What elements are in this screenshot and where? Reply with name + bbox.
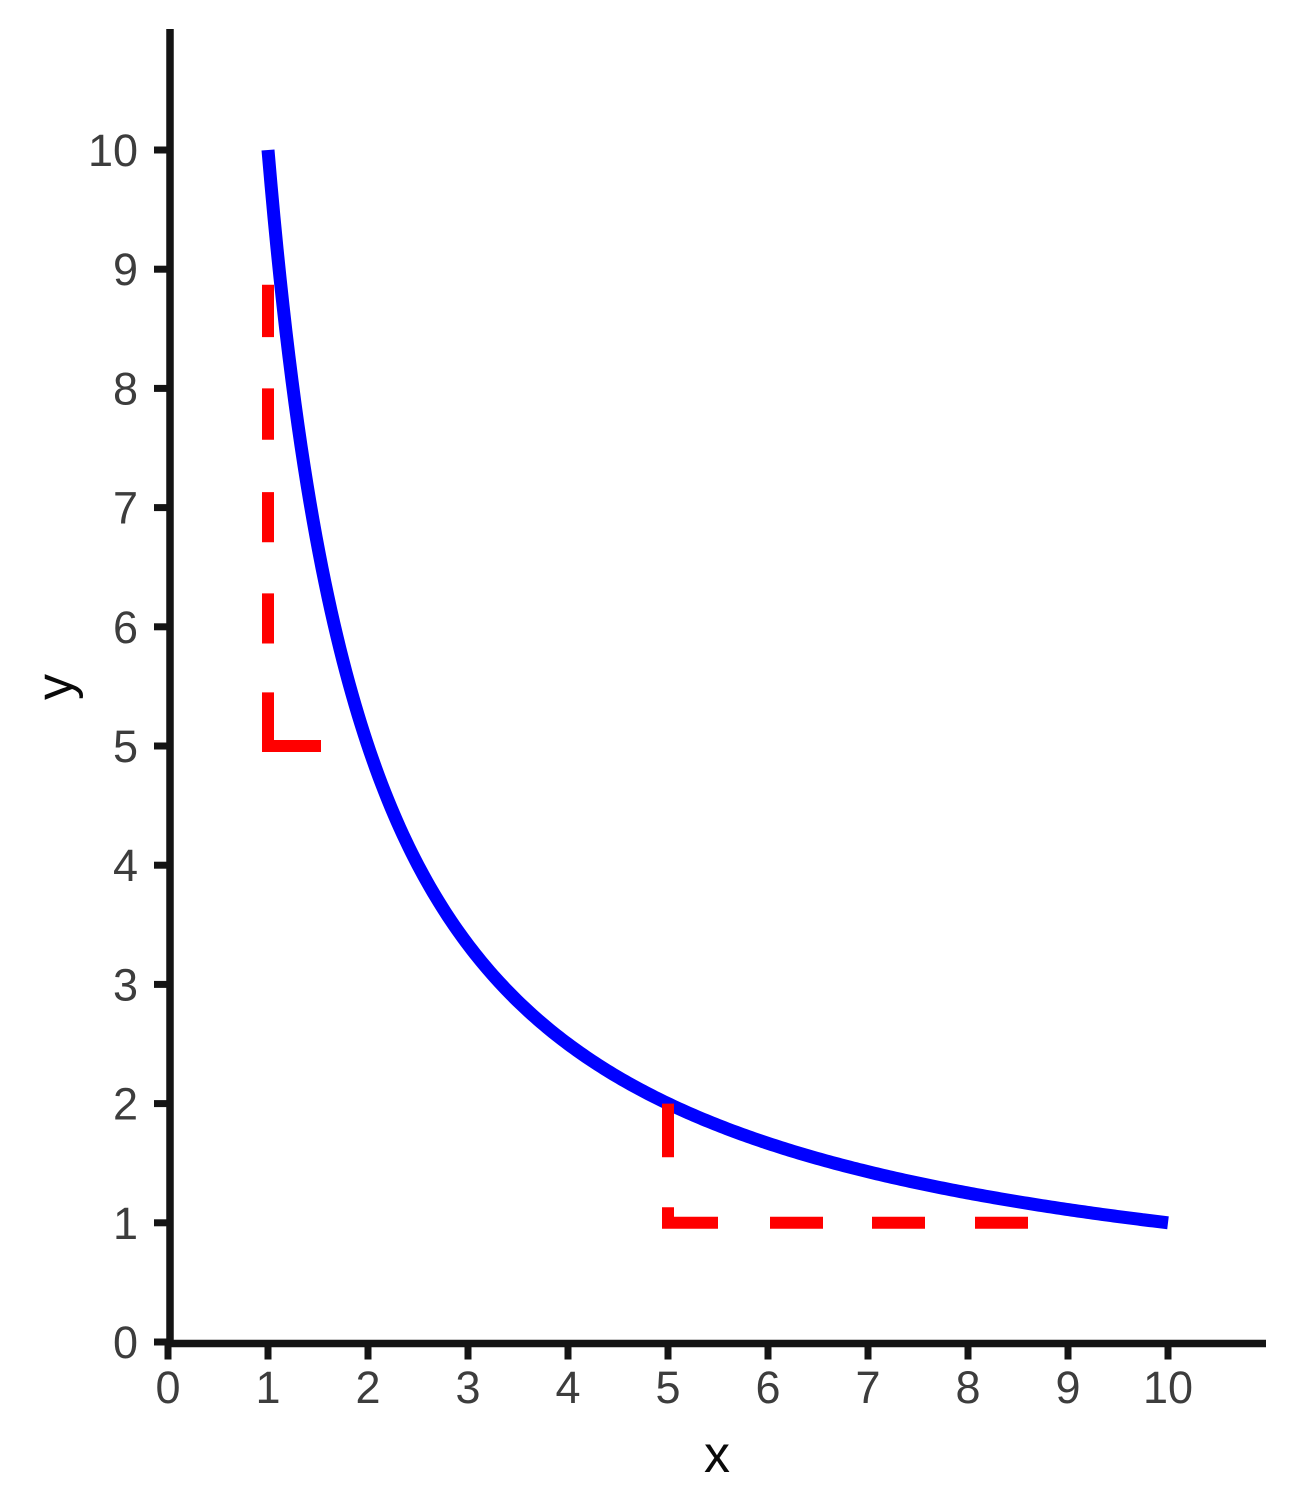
dashed-guide-x5-segment — [662, 1207, 718, 1229]
y-tick-label: 9 — [113, 244, 138, 295]
x-tick-label: 10 — [1143, 1362, 1193, 1413]
x-tick-label: 5 — [655, 1362, 680, 1413]
y-tick-label: 4 — [113, 840, 138, 891]
y-tick-label: 2 — [113, 1079, 138, 1130]
curve-line — [261, 149, 1172, 1230]
x-tick-label: 1 — [255, 1362, 280, 1413]
x-tick-label: 7 — [855, 1362, 880, 1413]
x-tick-label: 4 — [555, 1362, 580, 1413]
x-tick-label: 8 — [955, 1362, 980, 1413]
y-tick-label: 1 — [113, 1198, 138, 1249]
y-tick-label: 3 — [113, 959, 138, 1010]
x-tick-label: 3 — [455, 1362, 480, 1413]
x-tick-label: 6 — [755, 1362, 780, 1413]
y-tick-label: 10 — [88, 125, 138, 176]
y-tick-label: 7 — [113, 483, 138, 534]
y-tick-label: 8 — [113, 363, 138, 414]
x-axis-title: x — [704, 1426, 730, 1484]
x-tick-label: 9 — [1055, 1362, 1080, 1413]
x-tick-label: 2 — [355, 1362, 380, 1413]
x-tick-label: 0 — [155, 1362, 180, 1413]
dashed-guide-x1-segment — [262, 692, 321, 752]
y-tick-label: 6 — [113, 602, 138, 653]
y-tick-label: 0 — [113, 1317, 138, 1368]
y-axis-title: y — [26, 674, 84, 700]
y-tick-label: 5 — [113, 721, 138, 772]
